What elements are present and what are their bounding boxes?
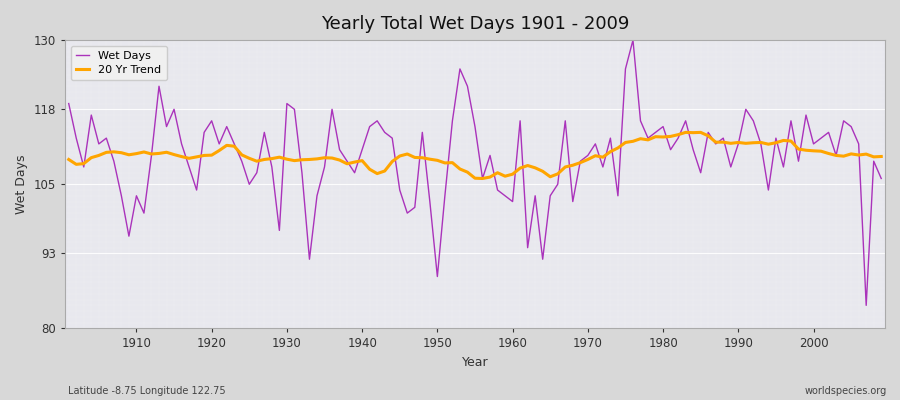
20 Yr Trend [289, 158, 300, 163]
20 Yr Trend [605, 149, 616, 154]
20 Yr Trend [680, 130, 691, 135]
Wet Days [860, 303, 871, 308]
X-axis label: Year: Year [462, 356, 489, 369]
Wet Days [123, 234, 134, 238]
Text: worldspecies.org: worldspecies.org [805, 386, 886, 396]
20 Yr Trend [876, 154, 886, 159]
Y-axis label: Wet Days: Wet Days [15, 154, 28, 214]
Wet Days [508, 199, 518, 204]
Legend: Wet Days, 20 Yr Trend: Wet Days, 20 Yr Trend [70, 46, 167, 80]
20 Yr Trend [334, 158, 345, 162]
20 Yr Trend [123, 152, 134, 157]
20 Yr Trend [508, 172, 518, 176]
Wet Days [63, 101, 74, 106]
Title: Yearly Total Wet Days 1901 - 2009: Yearly Total Wet Days 1901 - 2009 [320, 15, 629, 33]
20 Yr Trend [515, 166, 526, 170]
Wet Days [334, 147, 345, 152]
Wet Days [500, 193, 510, 198]
20 Yr Trend [477, 176, 488, 181]
Text: Latitude -8.75 Longitude 122.75: Latitude -8.75 Longitude 122.75 [68, 386, 225, 396]
Line: 20 Yr Trend: 20 Yr Trend [68, 132, 881, 178]
20 Yr Trend [63, 157, 74, 162]
Wet Days [598, 164, 608, 169]
Wet Days [627, 38, 638, 42]
Line: Wet Days: Wet Days [68, 40, 881, 305]
Wet Days [876, 176, 886, 181]
Wet Days [289, 107, 300, 112]
